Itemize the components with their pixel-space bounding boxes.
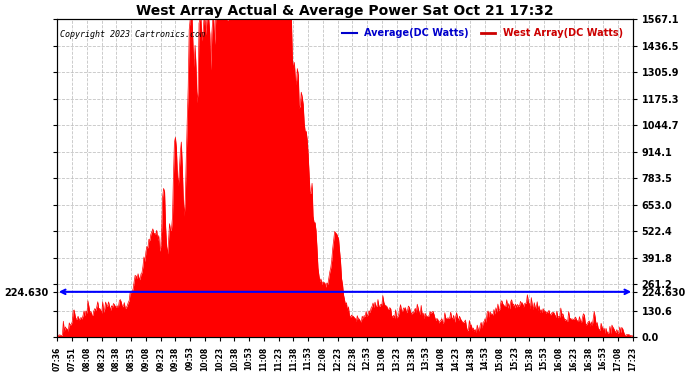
Legend: Average(DC Watts), West Array(DC Watts): Average(DC Watts), West Array(DC Watts) [338, 24, 627, 42]
Title: West Array Actual & Average Power Sat Oct 21 17:32: West Array Actual & Average Power Sat Oc… [136, 4, 554, 18]
Text: Copyright 2023 Cartronics.com: Copyright 2023 Cartronics.com [60, 30, 206, 39]
